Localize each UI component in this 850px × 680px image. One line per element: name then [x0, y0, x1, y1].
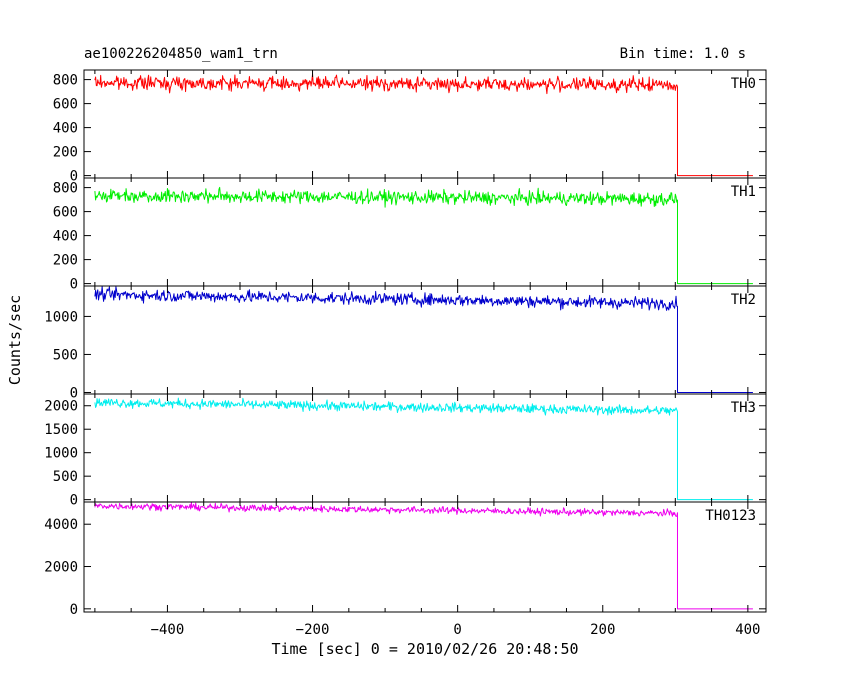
y-tick-label: 400 — [53, 229, 78, 245]
x-tick-label: −200 — [296, 622, 330, 638]
series-line-th0123 — [94, 502, 753, 610]
panel-th3: 0 500 1000 1500 2000 TH3 — [44, 393, 767, 509]
x-tick-label: −400 — [151, 622, 185, 638]
y-tick-label: 800 — [53, 73, 78, 89]
y-tick-label: 200 — [53, 253, 78, 269]
y-tick-label: 0 — [70, 602, 78, 618]
y-tick-label: 200 — [53, 145, 78, 161]
y-tick-label: 0 — [70, 277, 78, 293]
series-line-th2 — [94, 285, 753, 393]
y-tick-label: 600 — [53, 205, 78, 221]
series-label-th1: TH1 — [731, 184, 756, 200]
panel-frame — [83, 501, 767, 613]
y-tick-label: 400 — [53, 121, 78, 137]
panel-frame — [83, 285, 767, 395]
bin-time-label: Bin time: 1.0 s — [620, 46, 746, 62]
series-line-th1 — [94, 186, 753, 285]
y-tick-label: 2000 — [44, 399, 78, 415]
x-tick-label: 200 — [590, 622, 615, 638]
y-tick-label: 1000 — [44, 446, 78, 462]
panel-th1: 0 200 400 600 800 TH1 — [53, 177, 767, 293]
series-line-th3 — [94, 397, 753, 501]
panel-th0: 0 200 400 600 800 TH0 — [53, 69, 767, 185]
series-label-th0123: TH0123 — [705, 508, 756, 524]
y-axis-title: Counts/sec — [6, 295, 24, 385]
panel-th2: 0 500 1000 TH2 — [44, 285, 767, 401]
series-line-th0 — [94, 73, 753, 177]
y-tick-label: 1000 — [44, 309, 78, 325]
y-tick-label: 0 — [70, 385, 78, 401]
x-tick-label: 400 — [735, 622, 760, 638]
series-label-th0: TH0 — [731, 76, 756, 92]
chart-title: ae100226204850_wam1_trn — [84, 46, 278, 62]
y-tick-label: 800 — [53, 181, 78, 197]
y-tick-label: 600 — [53, 97, 78, 113]
y-tick-label: 2000 — [44, 560, 78, 576]
y-tick-label: 0 — [70, 493, 78, 509]
panels: 0 200 400 600 800 TH0 0 200 400 600 800 TH1 0 500 1000… — [44, 69, 767, 638]
panel-th0123: 0 2000 4000 TH0123 — [44, 501, 767, 618]
y-tick-label: 500 — [53, 347, 78, 363]
y-tick-label: 4000 — [44, 517, 78, 533]
series-label-th2: TH2 — [731, 292, 756, 308]
series-label-th3: TH3 — [731, 400, 756, 416]
y-tick-label: 1500 — [44, 422, 78, 438]
x-axis-title: Time [sec] 0 = 2010/02/26 20:48:50 — [271, 640, 578, 658]
y-tick-label: 0 — [70, 169, 78, 185]
y-tick-label: 500 — [53, 469, 78, 485]
x-tick-label: 0 — [453, 622, 461, 638]
